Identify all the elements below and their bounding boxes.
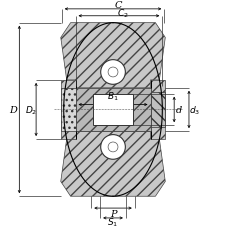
Polygon shape — [60, 88, 75, 132]
Polygon shape — [150, 92, 165, 128]
Text: $S_1$: $S_1$ — [107, 216, 118, 228]
Text: C: C — [114, 1, 121, 10]
Circle shape — [100, 60, 125, 85]
Polygon shape — [60, 81, 75, 139]
Text: $D_2$: $D_2$ — [25, 104, 37, 116]
Polygon shape — [60, 24, 165, 88]
Polygon shape — [150, 81, 165, 139]
Polygon shape — [75, 88, 150, 132]
Text: $d_3$: $d_3$ — [188, 104, 200, 116]
Polygon shape — [93, 94, 132, 126]
Text: $C_2$: $C_2$ — [117, 8, 128, 20]
Circle shape — [100, 135, 125, 160]
Text: P: P — [109, 209, 116, 218]
Text: D: D — [9, 106, 17, 114]
Polygon shape — [60, 132, 165, 196]
Text: d: d — [175, 106, 181, 114]
Text: $B_1$: $B_1$ — [107, 90, 118, 102]
